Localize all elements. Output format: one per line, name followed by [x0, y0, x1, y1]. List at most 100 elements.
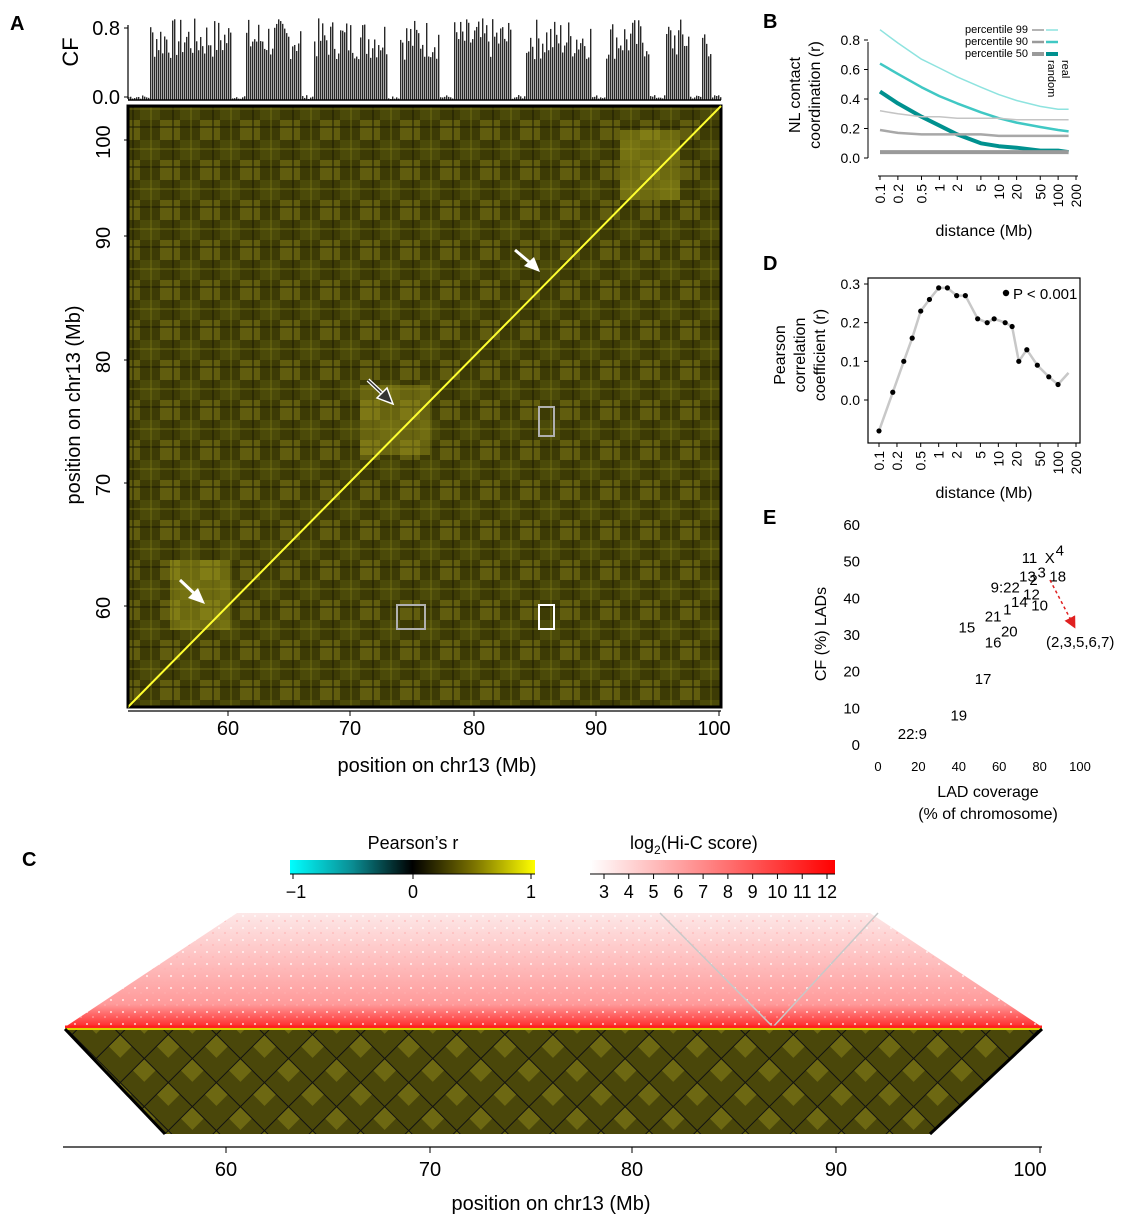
b-x-tick-label: 0.5	[914, 184, 930, 204]
panel-a: A CF 0.8 0.0 60 70	[10, 13, 731, 777]
hic-tick-label: 6	[673, 882, 683, 902]
cf-bar	[254, 39, 256, 100]
cf-bar	[264, 48, 266, 100]
cf-bar	[222, 50, 224, 100]
e-y-axis-label: CF (%) LADs	[813, 587, 830, 681]
cf-bar	[410, 28, 412, 100]
cf-bar	[572, 56, 574, 100]
hic-tick-label: 7	[698, 882, 708, 902]
cf-bar	[516, 97, 518, 100]
cf-bar	[680, 19, 682, 100]
highlight-box-gray	[396, 604, 426, 630]
cf-bar	[652, 96, 654, 100]
cf-bar	[156, 39, 158, 100]
cf-bar	[636, 43, 638, 100]
x-tick: 70	[339, 718, 361, 740]
b-y-tick-label: 0.4	[841, 91, 861, 107]
cf-bar	[446, 95, 448, 100]
e-x-tick-label: 100	[1069, 759, 1091, 774]
cf-bar	[262, 41, 264, 100]
hic-tick-label: 4	[624, 882, 634, 902]
cf-bar	[500, 28, 502, 100]
d-y-tick-label: 0.3	[841, 276, 861, 292]
cf-bar	[676, 54, 678, 100]
e-y-tick-label: 40	[843, 590, 860, 607]
b-x-tick-label: 10	[991, 184, 1007, 200]
cf-bar	[382, 47, 384, 100]
cf-bar	[298, 43, 300, 100]
d-point	[1055, 381, 1061, 388]
e-point-label: 15	[959, 620, 976, 637]
highlight-box-white	[538, 604, 555, 630]
cf-bar	[700, 96, 702, 100]
cf-bar	[526, 52, 528, 100]
cf-bar	[272, 48, 274, 100]
cf-bar	[374, 39, 376, 100]
cf-bar	[384, 26, 386, 100]
cf-bar	[128, 97, 130, 100]
panel-d: D Pearson correlation coefficient (r) 0.…	[763, 253, 1084, 502]
cf-bar	[530, 37, 532, 100]
cf-bar	[208, 45, 210, 100]
e-point-label: 3	[1037, 565, 1045, 582]
cf-bar	[528, 51, 530, 100]
pearson-tick: 0	[408, 882, 418, 902]
cf-bar	[142, 95, 144, 100]
d-y-label-3: coefficient (r)	[812, 309, 829, 401]
cf-bar	[354, 58, 356, 100]
cf-bar	[340, 30, 342, 100]
cf-bar	[406, 28, 408, 101]
cf-bar	[404, 59, 406, 100]
cf-bar	[154, 56, 156, 100]
y-axis-label-line2: coordination (r)	[807, 41, 824, 149]
cf-bar	[608, 54, 610, 100]
d-series	[876, 285, 1070, 434]
cf-bar	[686, 45, 688, 100]
panel-b-label: B	[763, 11, 777, 33]
cf-bar	[286, 33, 288, 101]
b-series-line-real	[878, 89, 1069, 155]
cf-bar	[414, 20, 416, 101]
y-tick: 60	[93, 597, 115, 619]
cf-bar	[242, 97, 244, 100]
d-point	[991, 316, 997, 322]
cf-bar	[230, 32, 232, 100]
y-tick: 80	[93, 351, 115, 373]
cf-bar	[712, 97, 714, 100]
cf-axis-label: CF	[58, 37, 83, 66]
e-x-label-2: (% of chromosome)	[918, 806, 1058, 823]
pearson-edge	[928, 1027, 1044, 1136]
d-point	[1016, 358, 1022, 364]
cf-bar	[436, 58, 438, 100]
panel-b: B NL contact coordination (r) 0.00.20.40…	[763, 11, 1084, 240]
cf-bar	[172, 20, 174, 100]
x-axis-label: position on chr13 (Mb)	[338, 755, 537, 777]
e-point-label: 1	[1003, 601, 1011, 618]
cf-bar	[486, 25, 488, 101]
pearson-legend-title: Pearson’s r	[368, 833, 459, 853]
cf-bar	[294, 44, 296, 100]
cf-bar	[158, 50, 160, 100]
cf-bar	[532, 46, 534, 100]
y-tick: 100	[93, 125, 115, 158]
b-x-ticks: 0.1 0.2 0.5 1 2 5 10 20 50 100 200	[872, 176, 1084, 207]
cf-bar	[498, 43, 500, 100]
cf-bar	[342, 30, 344, 100]
cf-bar	[276, 23, 278, 101]
cf-bar	[506, 41, 508, 100]
d-point	[1024, 347, 1030, 353]
cf-bar	[664, 95, 666, 100]
cf-bar	[352, 52, 354, 100]
d-x-tick-label: 2	[949, 451, 965, 459]
cf-bar	[538, 38, 540, 100]
cf-bar	[428, 56, 430, 100]
c-x-tick: 80	[621, 1159, 643, 1181]
cf-bar	[702, 37, 704, 100]
cf-bar	[648, 54, 650, 100]
cf-bar	[226, 43, 228, 100]
b-y-ticks: 0.0 0.2 0.4 0.6 0.8	[841, 32, 868, 166]
b-x-tick-label: 20	[1009, 184, 1025, 200]
cf-bar	[372, 48, 374, 100]
legend-label: percentile 99	[965, 24, 1028, 36]
d-point	[962, 293, 968, 299]
